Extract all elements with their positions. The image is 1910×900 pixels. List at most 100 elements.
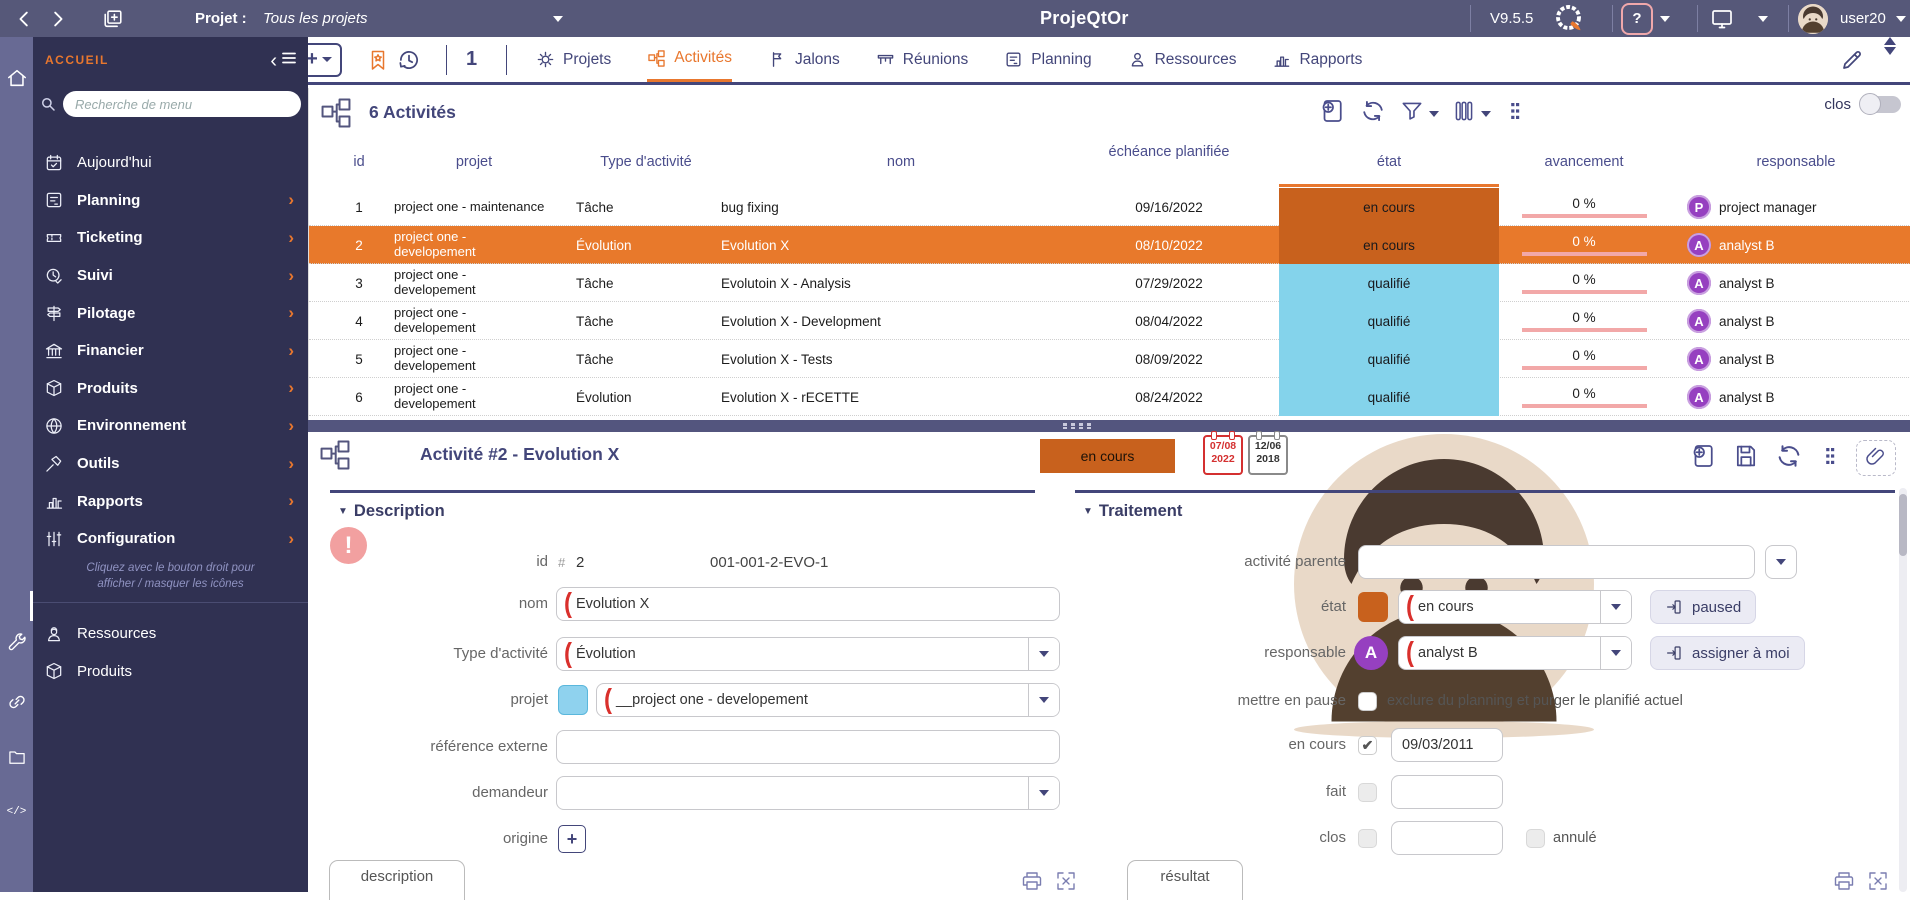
refresh-icon[interactable] xyxy=(1774,441,1804,476)
scrollbar-thumb[interactable] xyxy=(1899,494,1907,556)
dropdown-button[interactable] xyxy=(1600,637,1631,669)
dropdown-button[interactable] xyxy=(1600,591,1631,623)
nav-back-icon[interactable] xyxy=(14,0,36,37)
sort-arrows[interactable] xyxy=(1884,37,1896,82)
traitement-section-header[interactable]: ▼ Traitement xyxy=(1083,502,1183,520)
display-menu-button[interactable] xyxy=(1710,0,1734,37)
planned-date-calendar-icon[interactable]: 07/08 2022 xyxy=(1203,431,1243,475)
chain-link-icon[interactable] xyxy=(4,689,29,714)
user-name[interactable]: user20 xyxy=(1840,10,1886,27)
user-avatar[interactable] xyxy=(1798,0,1828,37)
tab-planning[interactable]: Planning xyxy=(1004,37,1092,82)
table-row[interactable]: 3 project one - developement Tâche Evolutoi… xyxy=(309,264,1910,302)
status-color-swatch[interactable] xyxy=(1358,592,1388,622)
sidebar-item-produits[interactable]: Produits › xyxy=(33,370,308,408)
project-color-swatch[interactable] xyxy=(558,685,588,715)
search-input[interactable] xyxy=(63,91,301,117)
table-row[interactable]: 4 project one - developement Tâche Evolutio… xyxy=(309,302,1910,340)
help-caret[interactable] xyxy=(1660,0,1670,37)
dropdown-button[interactable] xyxy=(1765,545,1797,579)
project-selector-value[interactable]: Tous les projets xyxy=(263,10,368,27)
select-field[interactable]: (Évolution xyxy=(556,637,1060,671)
new-window-icon[interactable] xyxy=(102,0,124,37)
column-header-etat[interactable]: état xyxy=(1376,154,1402,170)
wrench-icon[interactable] xyxy=(4,629,29,654)
checkbox[interactable]: ✔ xyxy=(1358,735,1377,755)
tab-reunions[interactable]: Réunions xyxy=(876,37,968,82)
sidebar-item-financier[interactable]: Financier › xyxy=(33,332,308,370)
table-row[interactable]: 6 project one - developement Évolution Evol… xyxy=(309,378,1910,416)
print-icon[interactable] xyxy=(1020,869,1044,898)
tab-ressources[interactable]: Ressources xyxy=(1128,37,1236,82)
select-field[interactable]: (analyst B xyxy=(1398,636,1632,670)
input-field[interactable]: (Evolution X xyxy=(556,587,1060,621)
project-selector-caret[interactable] xyxy=(553,0,563,37)
kebab-menu-icon[interactable] xyxy=(1818,444,1842,473)
action-button-paused[interactable]: paused xyxy=(1650,590,1757,624)
nav-forward-icon[interactable] xyxy=(46,0,68,37)
sidebar-item-ressources[interactable]: Ressources xyxy=(33,615,308,653)
sidebar-item-pilotage[interactable]: Pilotage › xyxy=(33,294,308,332)
history-button[interactable] xyxy=(396,37,422,82)
home-icon[interactable] xyxy=(4,65,29,90)
checkbox[interactable] xyxy=(1358,782,1377,802)
column-header-projet[interactable]: projet xyxy=(455,154,493,170)
table-row[interactable]: 5 project one - developement Tâche Evolutio… xyxy=(309,340,1910,378)
kebab-menu-icon[interactable] xyxy=(1503,99,1527,128)
scrollbar[interactable] xyxy=(1899,488,1907,892)
table-row[interactable]: 1 project one - maintenance Tâche bug fixin… xyxy=(309,188,1910,226)
add-document-icon[interactable] xyxy=(1688,441,1718,476)
expand-icon[interactable] xyxy=(1866,869,1890,898)
column-header-nom[interactable]: nom xyxy=(886,154,916,170)
column-header-avancement[interactable]: avancement xyxy=(1544,154,1624,170)
edit-pencil-button[interactable] xyxy=(1840,37,1864,82)
tab-rapports[interactable]: Rapports xyxy=(1272,37,1362,82)
checkbox[interactable] xyxy=(1358,828,1377,848)
sidebar-item-environnement[interactable]: Environnement › xyxy=(33,407,308,445)
checkbox-annule[interactable] xyxy=(1526,828,1545,848)
bookmark-button[interactable] xyxy=(366,37,390,82)
sidebar-item-aujourdhui[interactable]: Aujourd'hui xyxy=(33,144,308,182)
expand-icon[interactable] xyxy=(1054,869,1078,898)
collapse-sidebar-button[interactable]: ‹ xyxy=(270,49,298,72)
date-field[interactable]: 09/03/2011 xyxy=(1391,728,1503,762)
sidebar-item-ticketing[interactable]: Ticketing › xyxy=(33,219,308,257)
select-field[interactable] xyxy=(1358,545,1755,579)
add-origin-button[interactable]: + xyxy=(558,825,586,853)
user-caret[interactable] xyxy=(1896,0,1906,37)
select-field[interactable]: (__project one - developement xyxy=(596,683,1060,717)
column-header-type[interactable]: Type d'activité xyxy=(600,154,692,170)
action-button-assignermoi[interactable]: assigner à moi xyxy=(1650,636,1805,670)
column-header-resp[interactable]: responsable xyxy=(1756,154,1836,170)
description-section-header[interactable]: ▼ Description xyxy=(338,502,445,520)
date-field[interactable] xyxy=(1391,821,1503,855)
real-date-calendar-icon[interactable]: 12/06 2018 xyxy=(1248,431,1288,475)
dropdown-button[interactable] xyxy=(1028,638,1059,670)
attachment-button[interactable] xyxy=(1856,440,1896,476)
select-field[interactable] xyxy=(556,776,1060,810)
sidebar-item-planning[interactable]: Planning › xyxy=(33,182,308,220)
tab-jalons[interactable]: Jalons xyxy=(768,37,840,82)
select-field[interactable]: (en cours xyxy=(1398,590,1632,624)
tab-projets[interactable]: Projets xyxy=(536,37,611,82)
sidebar-item-rapports[interactable]: Rapports › xyxy=(33,482,308,520)
tab-resultat[interactable]: résultat xyxy=(1127,860,1243,900)
display-caret[interactable] xyxy=(1758,0,1768,37)
input-field[interactable] xyxy=(556,730,1060,764)
tab-activites[interactable]: Activités xyxy=(647,37,732,82)
splitter-handle[interactable] xyxy=(1063,423,1094,429)
code-icon[interactable]: </> xyxy=(6,805,27,818)
clos-toggle[interactable] xyxy=(1859,93,1901,115)
table-row[interactable]: 2 project one - developement Évolution Evol… xyxy=(309,226,1910,264)
help-button[interactable]: ? xyxy=(1621,0,1653,37)
sidebar-item-suivi[interactable]: Suivi › xyxy=(33,257,308,295)
refresh-icon[interactable] xyxy=(1359,97,1387,130)
print-icon[interactable] xyxy=(1832,869,1856,898)
dropdown-button[interactable] xyxy=(1028,684,1059,716)
dropdown-button[interactable] xyxy=(1028,777,1059,809)
date-field[interactable] xyxy=(1391,775,1503,809)
columns-button[interactable] xyxy=(1451,98,1491,129)
column-header-id[interactable]: id xyxy=(353,154,365,170)
checkbox[interactable] xyxy=(1358,691,1377,711)
add-document-icon[interactable] xyxy=(1317,96,1347,131)
